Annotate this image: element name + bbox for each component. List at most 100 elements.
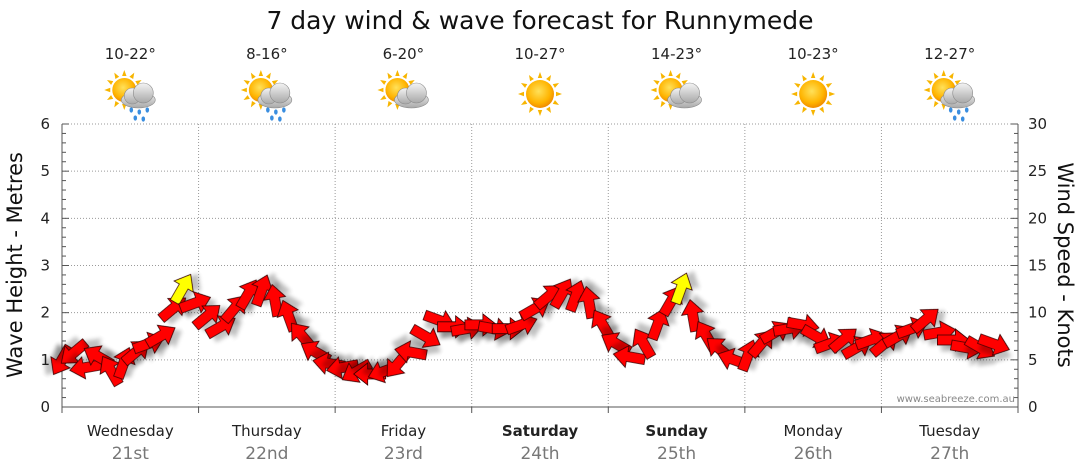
sun-icon: [791, 72, 836, 116]
sun-ray: [520, 83, 528, 88]
wind-arrow: [909, 308, 939, 335]
sun-ray: [380, 80, 387, 85]
sun-cloud-rain-icon: [104, 70, 156, 122]
rain-drop: [274, 109, 278, 115]
day-labels: Wednesday 21st Thursday 22nd Friday 23rd Satur…: [87, 422, 980, 464]
plot-axes: [61, 123, 1019, 413]
wind-arrow: [612, 344, 647, 369]
watermark-text: www.seabreeze.com.au: [897, 394, 1015, 405]
sun-ray: [556, 91, 562, 97]
right-tick-label: 15: [1028, 257, 1047, 275]
rain-drop: [282, 107, 286, 113]
sun-ray: [529, 106, 534, 114]
right-axis-label: Wind Speed - Knots: [1053, 162, 1077, 367]
sun-ray: [825, 83, 833, 88]
right-tick-label: 20: [1028, 209, 1047, 227]
sun-ray: [520, 100, 528, 105]
wind-arrow-shape: [251, 274, 274, 308]
sun-disc: [526, 80, 554, 108]
rain-drop: [141, 116, 146, 122]
rain-drop: [952, 115, 957, 121]
wind-arrow-shape: [909, 308, 939, 335]
weather-icon-row: [104, 70, 976, 122]
rain-drop: [948, 107, 953, 113]
sun-ray: [675, 72, 681, 79]
cloud-part: [952, 82, 974, 104]
wind-arrow: [647, 308, 670, 342]
rain-drop: [956, 109, 961, 115]
sun-ray: [802, 74, 808, 82]
wind-arrow: [394, 340, 428, 364]
cloud-shape: [257, 82, 293, 109]
sun-ray: [948, 72, 954, 79]
sun-icon: [518, 72, 562, 116]
sun-ray: [106, 80, 114, 85]
wind-arrow-shape: [169, 273, 194, 306]
sun-ray: [258, 70, 264, 76]
day-date-label: 22nd: [245, 444, 288, 464]
sun-ray: [271, 80, 279, 85]
sun-cloud-icon: [377, 70, 429, 110]
wind-arrow-shape: [60, 338, 90, 364]
day-name-label: Sunday: [645, 422, 708, 440]
day-name-label: Wednesday: [87, 422, 174, 440]
wind-arrow: [565, 280, 588, 313]
day-name-label: Tuesday: [918, 422, 980, 440]
wind-arrow-shape: [612, 344, 647, 369]
sun-ray: [941, 70, 946, 76]
wind-arrow: [977, 333, 1010, 356]
sun-ray: [802, 106, 808, 114]
rain-drop: [266, 107, 270, 113]
day-name-label: Friday: [381, 422, 427, 440]
rain-drops: [948, 107, 969, 122]
wind-arrow: [325, 356, 360, 380]
wind-arrow: [144, 324, 176, 349]
cloud-part: [406, 82, 427, 104]
sun-ray: [552, 83, 560, 88]
sun-ray: [660, 101, 666, 108]
sun-ray: [114, 72, 120, 79]
right-tick-label: 25: [1028, 162, 1047, 180]
wind-arrow-shape: [647, 308, 670, 342]
day-name-label: Thursday: [231, 422, 302, 440]
temperature-row: 10-22° 8-16° 6-20° 10-27° 14-23° 10-23° 12-27°: [105, 45, 976, 63]
right-tick-label: 5: [1028, 351, 1038, 369]
temperature-label: 12-27°: [924, 45, 975, 63]
sun-ray: [387, 101, 393, 108]
sun-ray: [552, 100, 560, 105]
sun-cloud-rain-icon: [923, 70, 976, 122]
sun-ray: [240, 87, 247, 93]
cloud-shape: [940, 82, 976, 109]
wind-arrow-shape: [565, 280, 588, 313]
sun-ray: [681, 80, 688, 85]
wind-arrow: [504, 312, 538, 336]
wind-arrow-shape: [394, 340, 428, 364]
sun-ray: [819, 106, 825, 114]
day-date-label: 27th: [930, 444, 969, 464]
left-tick-label: 4: [40, 209, 50, 227]
sun-ray: [653, 80, 660, 85]
cloud-part: [132, 82, 154, 104]
sun-ray: [104, 87, 111, 93]
left-tick-label: 2: [40, 304, 50, 322]
wind-arrow-shape: [409, 323, 441, 348]
sun-ray: [243, 95, 250, 100]
sun-ray: [926, 80, 933, 85]
temperature-label: 6-20°: [383, 45, 425, 63]
rain-drop: [129, 107, 134, 113]
wind-arrow: [670, 272, 693, 306]
rain-drop: [960, 116, 965, 122]
day-name-label: Saturday: [502, 422, 579, 440]
sun-ray: [933, 72, 939, 79]
wind-arrow: [251, 274, 274, 308]
cloud-part: [269, 82, 291, 104]
rain-drop: [133, 115, 138, 121]
rain-drop: [278, 116, 282, 122]
sun-ray: [653, 95, 660, 100]
sun-ray: [933, 101, 939, 108]
wind-arrow: [409, 323, 441, 348]
sun-ray: [114, 101, 120, 108]
sun-ray: [810, 72, 816, 78]
wind-arrow: [178, 291, 212, 314]
